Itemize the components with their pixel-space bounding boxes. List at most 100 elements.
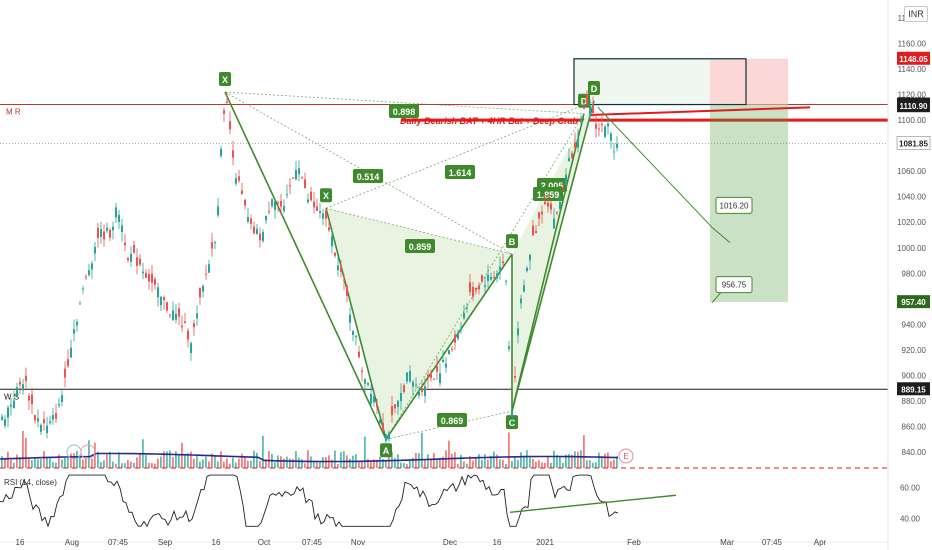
event-marker xyxy=(80,444,96,460)
candle-body xyxy=(124,242,126,246)
candle-body xyxy=(130,253,132,262)
volume-bar xyxy=(589,460,591,468)
candle-body xyxy=(268,211,270,213)
candle-body xyxy=(67,359,69,367)
candle-body xyxy=(439,373,441,384)
volume-bar xyxy=(58,454,60,468)
volume-bar xyxy=(67,457,69,468)
volume-bar xyxy=(289,458,291,468)
volume-bar xyxy=(361,460,363,468)
pattern-point-badge xyxy=(380,443,392,458)
price-tick-label: 880.00 xyxy=(902,397,927,406)
pattern-point-label: X xyxy=(222,75,228,85)
pattern-ratio-label: 2.005 xyxy=(541,181,564,191)
candle-body xyxy=(235,178,237,184)
volume-bar xyxy=(472,460,474,468)
time-tick-label: Dec xyxy=(443,538,457,547)
price-tick-label: 860.00 xyxy=(902,422,927,431)
candle-body xyxy=(460,328,462,330)
volume-bar xyxy=(547,455,549,468)
volume-bar xyxy=(433,452,435,468)
candle-body xyxy=(208,264,210,273)
candle-body xyxy=(121,225,123,232)
candle-body xyxy=(493,276,495,278)
volume-bar xyxy=(406,463,408,468)
volume-bar xyxy=(487,459,489,468)
time-tick-label: Nov xyxy=(351,538,365,547)
currency-badge[interactable]: INR xyxy=(904,6,928,22)
price-badge xyxy=(897,295,930,309)
volume-bar xyxy=(55,462,57,468)
candle-body xyxy=(292,177,294,179)
volume-bar xyxy=(202,459,204,468)
price-tick-label: 980.00 xyxy=(902,269,927,278)
volume-bar xyxy=(199,461,201,468)
volume-bar xyxy=(607,452,609,468)
projection-line xyxy=(597,107,713,228)
volume-bar xyxy=(478,454,480,468)
candle-body xyxy=(91,263,93,270)
volume-bar xyxy=(166,451,168,468)
candle-body xyxy=(25,375,27,382)
volume-bar xyxy=(616,456,618,468)
pattern-point-badge xyxy=(588,80,600,95)
volume-bar xyxy=(280,456,282,468)
volume-bar xyxy=(70,453,72,468)
candle-body xyxy=(559,201,561,210)
volume-ma-line xyxy=(0,452,619,463)
volume-bar xyxy=(109,451,111,468)
candle-body xyxy=(160,296,162,306)
volume-bar xyxy=(451,453,453,468)
candle-body xyxy=(127,257,129,261)
pattern-annotation: Daily Bearish BAT + 4HR Bat + Deep Crab xyxy=(400,116,578,126)
price-tick-label: 1060.00 xyxy=(897,167,926,176)
volume-bar xyxy=(31,460,33,468)
candle-body xyxy=(61,395,63,402)
candle-body xyxy=(328,227,330,231)
candle-body xyxy=(7,407,9,418)
pattern-ratio-label: 0.514 xyxy=(357,172,380,182)
candle-body xyxy=(394,404,396,409)
pattern-point-badge xyxy=(219,72,231,87)
volume-bar xyxy=(421,432,423,468)
volume-bar xyxy=(586,460,588,468)
volume-bar xyxy=(592,462,594,468)
candle-body xyxy=(397,400,399,407)
candle-body xyxy=(361,370,363,373)
candle-body xyxy=(577,138,579,148)
target-label: 956.75 xyxy=(722,281,747,290)
volume-bar xyxy=(301,459,303,468)
volume-bar xyxy=(172,457,174,468)
candle-body xyxy=(145,272,147,278)
candle-body xyxy=(538,212,540,219)
volume-bar xyxy=(526,450,528,468)
candle-body xyxy=(139,258,141,265)
candle-body xyxy=(505,280,507,282)
time-tick-label: 07:45 xyxy=(108,538,129,547)
candle-body xyxy=(4,419,6,426)
candle-body xyxy=(190,343,192,354)
candle-body xyxy=(502,261,504,264)
candle-body xyxy=(289,185,291,187)
volume-bar xyxy=(496,454,498,468)
candle-body xyxy=(589,105,591,115)
candle-body xyxy=(496,273,498,279)
volume-bar xyxy=(388,455,390,468)
volume-bar xyxy=(394,458,396,468)
volume-bar xyxy=(493,451,495,468)
candle-body xyxy=(367,382,369,385)
candle-body xyxy=(400,393,402,402)
candle-body xyxy=(583,107,585,109)
volume-bar xyxy=(568,454,570,468)
candle-body xyxy=(271,199,273,207)
candle-body xyxy=(16,387,18,397)
candle-body xyxy=(295,170,297,180)
trend-line xyxy=(589,106,811,117)
volume-bar xyxy=(118,452,120,468)
candle-body xyxy=(355,335,357,338)
candle-body xyxy=(265,215,267,221)
rsi-panel: RSI (14, close) xyxy=(0,474,888,543)
candle-body xyxy=(346,286,348,296)
volume-bar xyxy=(82,459,84,468)
